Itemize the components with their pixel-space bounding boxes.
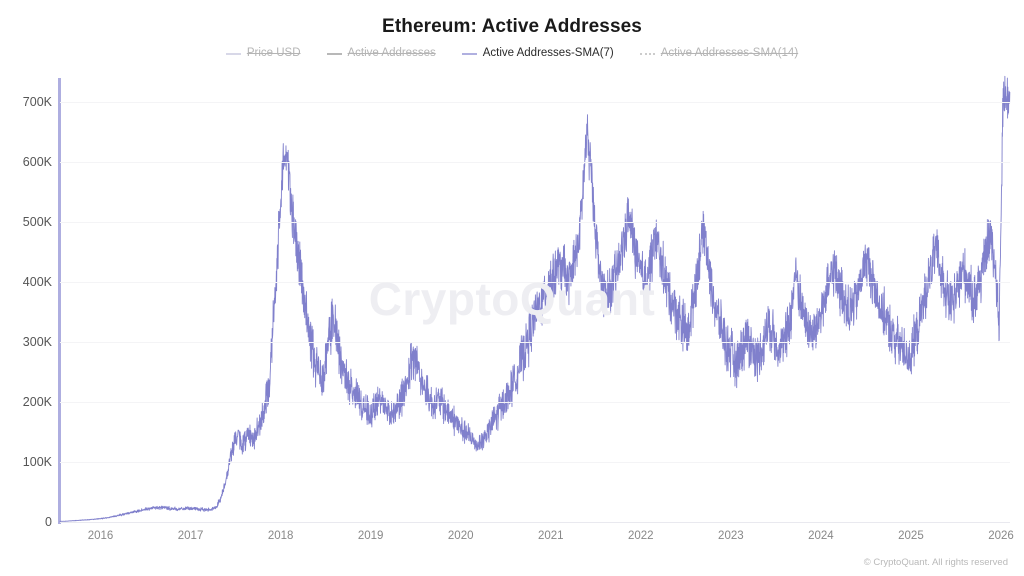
plot-area <box>59 75 1011 522</box>
x-axis-tick-label: 2020 <box>447 530 474 542</box>
series-layer <box>59 75 1011 522</box>
gridline-y <box>60 402 1010 403</box>
legend-item-3[interactable]: Active Addresses-SMA(14) <box>639 47 799 60</box>
y-axis-tick-label: 100K <box>22 455 52 469</box>
x-axis-tick-label: 2023 <box>718 530 744 542</box>
x-axis-tick-label: 2017 <box>177 530 204 542</box>
legend-swatch-icon <box>326 52 342 55</box>
gridline-y <box>60 342 1010 343</box>
legend-item-0[interactable]: Price USD <box>225 47 301 60</box>
x-axis-tick-label: 2016 <box>87 530 114 542</box>
legend-item-2[interactable]: Active Addresses-SMA(7) <box>461 47 614 60</box>
legend-item-1[interactable]: Active Addresses <box>326 47 436 60</box>
x-axis-tick-label: 2021 <box>537 530 564 542</box>
x-axis-tick-label: 2025 <box>898 530 924 542</box>
gridline-y <box>60 462 1010 463</box>
chart-title: Ethereum: Active Addresses <box>382 16 642 37</box>
gridline-y <box>60 162 1010 163</box>
series-line-0 <box>59 75 1011 522</box>
y-axis-tick-label: 0 <box>45 515 52 529</box>
x-axis-line <box>60 522 1010 523</box>
legend-swatch-icon <box>225 52 241 55</box>
gridline-y <box>60 102 1010 103</box>
y-axis-tick-label: 500K <box>22 215 52 229</box>
y-axis-tick-label: 600K <box>22 155 52 169</box>
y-axis-tick-label: 700K <box>22 95 52 109</box>
legend-swatch-icon <box>639 52 655 55</box>
y-axis-tick-label: 300K <box>22 335 52 349</box>
chart-legend: Price USD Active Addresses Active Addresse… <box>0 47 1024 60</box>
footer-credit: © CryptoQuant. All rights reserved <box>863 557 1008 568</box>
legend-item-label: Active Addresses-SMA(14) <box>660 47 799 59</box>
gridline-y <box>60 282 1010 283</box>
y-axis-tick-label: 200K <box>22 395 52 409</box>
y-axis-line <box>58 78 61 524</box>
legend-item-label: Price USD <box>246 47 301 59</box>
y-axis-tick-label: 400K <box>22 275 52 289</box>
gridline-y <box>60 222 1010 223</box>
x-axis-tick-label: 2024 <box>808 530 834 542</box>
x-axis-tick-label: 2026 <box>988 530 1014 542</box>
legend-item-label: Active Addresses <box>347 47 436 59</box>
legend-swatch-icon <box>461 52 477 55</box>
legend-item-label: Active Addresses-SMA(7) <box>482 47 614 59</box>
x-axis-tick-label: 2022 <box>628 530 654 542</box>
x-axis-tick-label: 2018 <box>267 530 294 542</box>
x-axis-tick-label: 2019 <box>357 530 384 542</box>
